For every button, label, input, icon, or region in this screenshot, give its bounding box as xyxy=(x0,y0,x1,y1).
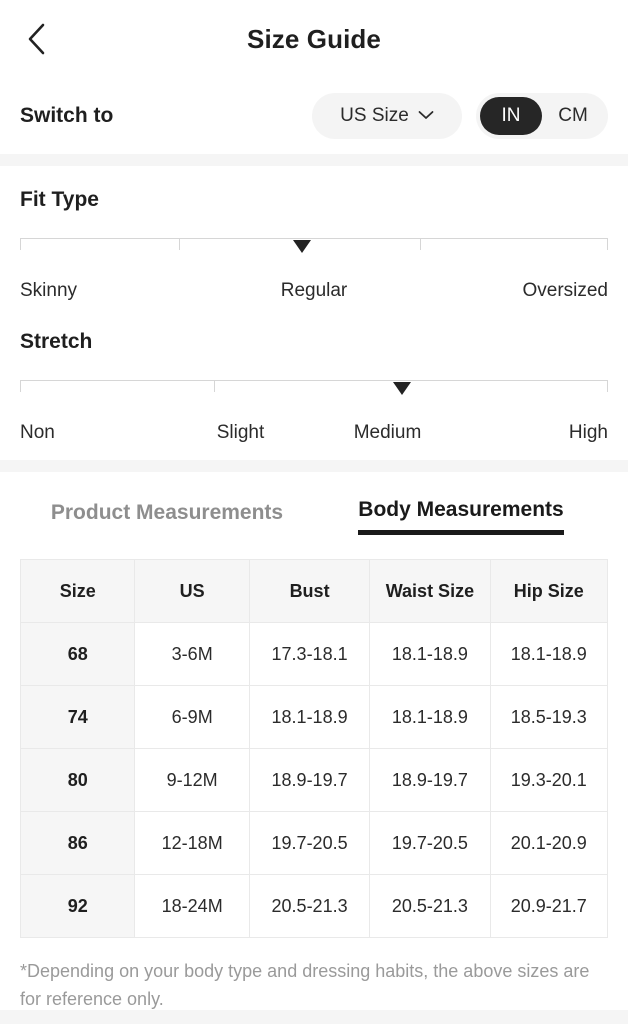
cell-size: 86 xyxy=(19,811,136,875)
cell-waist: 18.1-18.9 xyxy=(369,622,491,686)
stretch-section: Stretch Non Slight Medium High xyxy=(0,308,628,450)
unit-toggle[interactable]: IN CM xyxy=(476,93,608,139)
cell-us: 18-24M xyxy=(134,874,250,938)
stretch-label-slight: Slight xyxy=(216,422,265,443)
size-system-dropdown[interactable]: US Size xyxy=(312,93,462,139)
table-row: 68 3-6M 17.3-18.1 18.1-18.9 18.1-18.9 xyxy=(19,622,609,686)
switch-to-label: Switch to xyxy=(20,104,114,127)
fit-type-section: Fit Type Skinny Regular Oversized xyxy=(0,166,628,308)
cell-bust: 20.5-21.3 xyxy=(248,874,371,938)
unit-toggle-option-in[interactable]: IN xyxy=(480,97,542,135)
fit-type-label-skinny: Skinny xyxy=(20,280,78,301)
scale-line xyxy=(20,380,608,381)
cell-hip: 20.1-20.9 xyxy=(489,811,609,875)
table-row: 74 6-9M 18.1-18.9 18.1-18.9 18.5-19.3 xyxy=(19,685,609,749)
scale-tick xyxy=(20,238,21,250)
stretch-label-non: Non xyxy=(20,422,55,443)
back-button[interactable] xyxy=(8,11,64,67)
cell-us: 3-6M xyxy=(134,622,250,686)
column-header-hip-size: Hip Size xyxy=(489,559,609,623)
unit-toggle-option-cm[interactable]: CM xyxy=(558,105,588,126)
tab-body-measurements[interactable]: Body Measurements xyxy=(314,498,608,545)
cell-hip: 19.3-20.1 xyxy=(489,748,609,812)
cell-waist: 20.5-21.3 xyxy=(369,874,491,938)
cell-us: 6-9M xyxy=(134,685,250,749)
stretch-labels: Non Slight Medium High xyxy=(20,410,608,444)
switch-controls: US Size IN CM xyxy=(312,93,608,139)
fit-type-labels: Skinny Regular Oversized xyxy=(20,268,608,302)
stretch-title: Stretch xyxy=(20,330,93,353)
cell-hip: 18.1-18.9 xyxy=(489,622,609,686)
size-system-value: US Size xyxy=(340,105,409,126)
scale-tick xyxy=(178,238,180,250)
table-body: 68 3-6M 17.3-18.1 18.1-18.9 18.1-18.9 74… xyxy=(19,622,609,938)
table-row: 86 12-18M 19.7-20.5 19.7-20.5 20.1-20.9 xyxy=(19,811,609,875)
cell-bust: 18.1-18.9 xyxy=(248,685,371,749)
cell-bust: 19.7-20.5 xyxy=(248,811,371,875)
cell-size: 68 xyxy=(19,622,136,686)
cell-size: 92 xyxy=(19,874,136,938)
fit-type-title: Fit Type xyxy=(20,188,99,211)
scale-tick xyxy=(419,238,421,250)
footnote-text: *Depending on your body type and dressin… xyxy=(0,938,628,1014)
section-divider-1 xyxy=(0,154,628,166)
cell-bust: 18.9-19.7 xyxy=(248,748,371,812)
stretch-marker xyxy=(393,382,412,395)
section-divider-2 xyxy=(0,460,628,472)
chevron-down-icon xyxy=(418,107,434,125)
cell-waist: 18.9-19.7 xyxy=(369,748,491,812)
cell-waist: 18.1-18.9 xyxy=(369,685,491,749)
tab-label: Product Measurements xyxy=(50,500,284,524)
column-header-waist-size: Waist Size xyxy=(369,559,491,623)
scale-tick xyxy=(607,380,608,392)
scale-tick xyxy=(20,380,21,392)
stretch-scale xyxy=(20,380,608,406)
switch-to-row: Switch to US Size IN CM xyxy=(0,78,628,154)
fit-type-label-oversized: Oversized xyxy=(522,280,608,301)
table-header-row: Size US Bust Waist Size Hip Size xyxy=(19,559,609,623)
cell-size: 80 xyxy=(19,748,136,812)
column-header-us: US xyxy=(134,559,250,623)
scale-tick xyxy=(214,380,216,392)
column-header-bust: Bust xyxy=(248,559,371,623)
cell-size: 74 xyxy=(19,685,136,749)
chevron-left-icon xyxy=(25,22,47,56)
stretch-label-medium: Medium xyxy=(353,422,422,443)
cell-us: 12-18M xyxy=(134,811,250,875)
table-row: 80 9-12M 18.9-19.7 18.9-19.7 19.3-20.1 xyxy=(19,748,609,812)
scale-tick xyxy=(607,238,608,250)
bottom-divider xyxy=(0,1010,628,1024)
cell-waist: 19.7-20.5 xyxy=(369,811,491,875)
measurement-tabs: Product Measurements Body Measurements xyxy=(0,472,628,545)
stretch-label-high: High xyxy=(568,422,608,443)
cell-bust: 17.3-18.1 xyxy=(248,622,371,686)
fit-type-marker xyxy=(293,240,312,253)
size-table-container: Size US Bust Waist Size Hip Size 68 3-6M… xyxy=(0,545,628,938)
tab-label: Body Measurements xyxy=(358,498,564,535)
size-table: Size US Bust Waist Size Hip Size 68 3-6M… xyxy=(19,559,609,938)
tab-product-measurements[interactable]: Product Measurements xyxy=(20,501,314,543)
cell-us: 9-12M xyxy=(134,748,250,812)
header-bar: Size Guide xyxy=(0,0,628,78)
fit-type-scale xyxy=(20,238,608,264)
page-title: Size Guide xyxy=(247,23,381,54)
column-header-size: Size xyxy=(19,559,136,623)
cell-hip: 18.5-19.3 xyxy=(489,685,609,749)
scale-line xyxy=(20,238,608,239)
table-row: 92 18-24M 20.5-21.3 20.5-21.3 20.9-21.7 xyxy=(19,874,609,938)
cell-hip: 20.9-21.7 xyxy=(489,874,609,938)
fit-type-label-regular: Regular xyxy=(280,280,348,301)
